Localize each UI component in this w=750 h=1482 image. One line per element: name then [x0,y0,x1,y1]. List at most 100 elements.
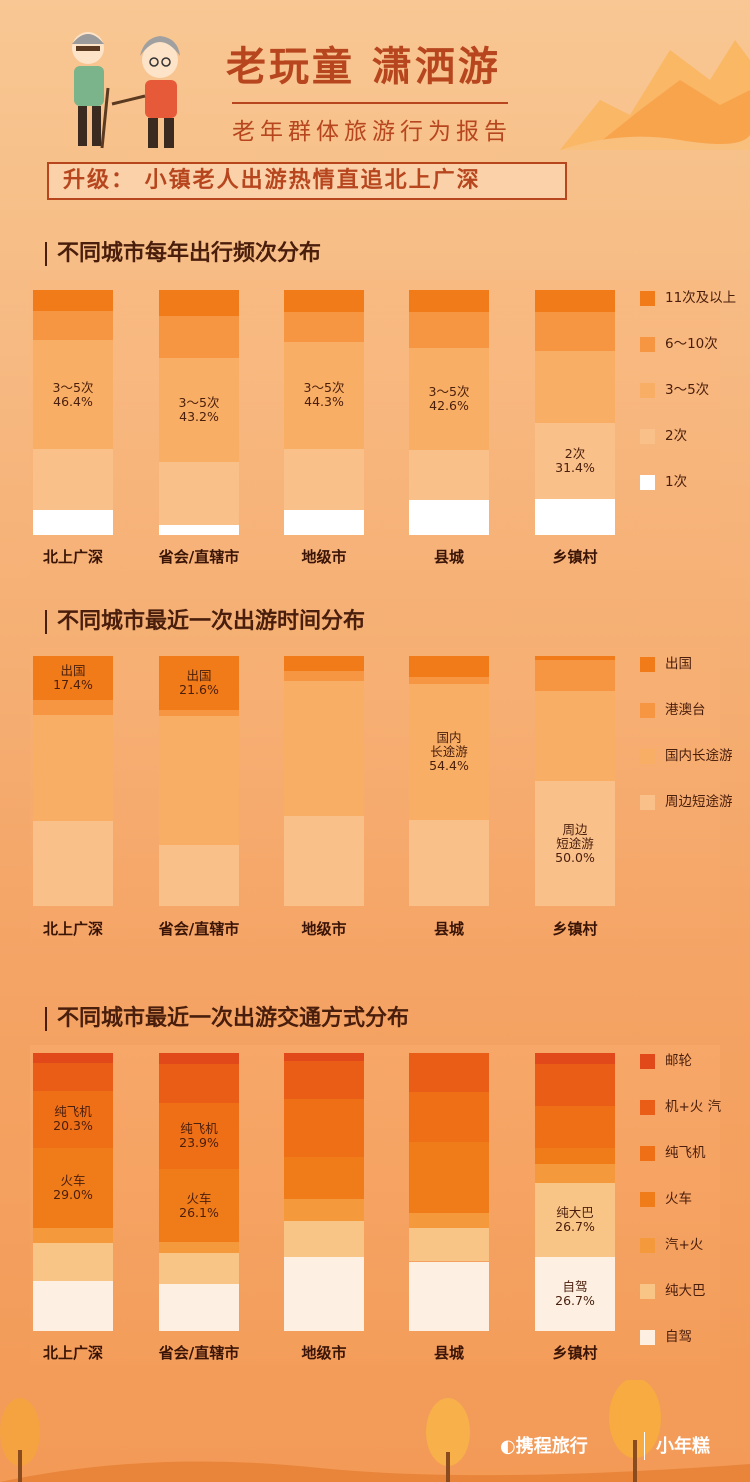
chart2-title: 不同城市最近一次出游时间分布 [45,610,365,634]
brand-divider [644,1432,645,1460]
chart3-segment [409,1141,489,1213]
chart2-segment [33,699,113,715]
chart3-segment [159,1242,239,1254]
legend-label: 自驾 [665,1329,692,1345]
chart2-segment [284,656,364,671]
legend-swatch [640,475,655,490]
chart1-segment [284,290,364,312]
legend-label: 出国 [665,656,692,672]
chart1-segment [159,461,239,526]
legend-swatch [640,1238,655,1253]
chart2-data-label: 出国 21.6% [179,668,219,697]
chart3-bar: 纯飞机 20.3% 火车 29.0% [33,1053,113,1331]
chart1-segment [33,290,113,312]
legend-label: 邮轮 [665,1053,692,1069]
chart3-segment [284,1053,364,1062]
chart1-data-label: 3～5次 42.6% [428,383,470,413]
upgrade-headline: 升级： 小镇老人出游热情直追北上广深 [47,162,567,200]
legend-label: 11次及以上 [665,290,737,306]
chart3-data-label: 火车 26.1% [179,1190,219,1220]
chart1-segment [535,351,615,423]
chart1-segment [535,290,615,313]
legend-swatch [640,1192,655,1207]
chart1-bar: 3～5次 46.4% [33,290,113,535]
chart3-segment [535,1256,615,1331]
chart3-category-label: 县城 [433,1344,464,1362]
legend-label: 汽+火 [665,1237,704,1253]
chart2-segment [33,821,113,906]
legend-swatch [640,291,655,306]
chart2-segment [284,681,364,816]
chart1-segment [409,290,489,312]
chart1-data-label: 3～5次 43.2% [178,394,220,424]
chart3-segment [159,1053,239,1065]
chart2-panel [30,648,720,948]
chart3-segment [409,1212,489,1229]
chart1-segment [159,316,239,358]
chart2-segment [535,781,615,906]
chart2-segment [159,656,239,710]
chart1-segment [409,311,489,348]
chart2-bar: 出国 17.4% [33,656,113,906]
chart3-segment [535,1106,615,1148]
chart3-bar: 纯大巴 26.7% 自驾 26.7% [535,1053,615,1331]
chart1-segment [284,342,364,449]
legend-label: 6～10次 [665,336,718,352]
chart2-bar: 出国 21.6% [159,656,239,906]
chart1-segment [535,499,615,535]
chart2-data-label: 周边 短途游 50.0% [555,821,595,865]
chart3-segment [33,1147,113,1229]
chart1-bar: 3～5次 42.6% [409,290,489,535]
title-divider [232,102,508,104]
chart1-title: 不同城市每年出行频次分布 [45,242,321,266]
chart3-segment [409,1261,489,1331]
chart2-category-label: 省会/直辖市 [158,920,240,938]
chart3-segment [409,1091,489,1142]
chart2-bar: 国内 长途游 54.4% [409,656,489,906]
chart3-segment [284,1061,364,1099]
chart1-segment [33,449,113,511]
chart1-segment [284,311,364,343]
chart3-segment [284,1221,364,1258]
chart1-bar: 3～5次 44.3% [284,290,364,535]
chart3-segment [284,1257,364,1331]
chart1-segment [33,510,113,535]
chart1-segment [284,509,364,535]
chart1-segment [284,448,364,510]
legend-swatch [640,703,655,718]
chart3-category-label: 地级市 [301,1344,347,1362]
chart3-category-label: 北上广深 [42,1344,103,1362]
chart1-category-label: 地级市 [301,548,347,566]
chart1-category-label: 北上广深 [42,548,103,566]
chart3-segment [159,1169,239,1243]
chart3-segment [159,1253,239,1284]
chart3-segment [33,1091,113,1148]
chart2-category-label: 乡镇村 [552,920,598,938]
chart3-title: 不同城市最近一次出游交通方式分布 [45,1007,409,1031]
chart3-category-label: 乡镇村 [552,1344,598,1362]
chart1-segment [535,312,615,352]
chart3-category-label: 省会/直辖市 [158,1344,240,1362]
chart2-segment [33,714,113,821]
chart3-data-label: 纯飞机 23.9% [179,1121,219,1151]
chart3-data-label: 自驾 26.7% [555,1278,595,1308]
chart1-segment [409,449,489,501]
chart2-segment [284,816,364,906]
legend-label: 国内长途游 [665,748,733,764]
legend-swatch [640,1284,655,1299]
chart1-segment [159,525,239,535]
dolphin-logo-icon: ◐ [500,1436,516,1457]
chart2-bar [284,656,364,906]
chart3-bar [409,1053,489,1331]
chart2-segment [409,820,489,906]
chart3-segment [284,1157,364,1199]
chart1-segment [33,340,113,450]
legend-swatch [640,1054,655,1069]
chart3-segment [159,1103,239,1170]
chart1-data-label: 2次 31.4% [555,446,595,475]
legend-swatch [640,657,655,672]
chart3-segment [33,1280,113,1331]
chart3-data-label: 火车 29.0% [53,1172,93,1202]
elderly-couple-illustration [72,32,180,149]
chart3-segment [535,1182,615,1257]
